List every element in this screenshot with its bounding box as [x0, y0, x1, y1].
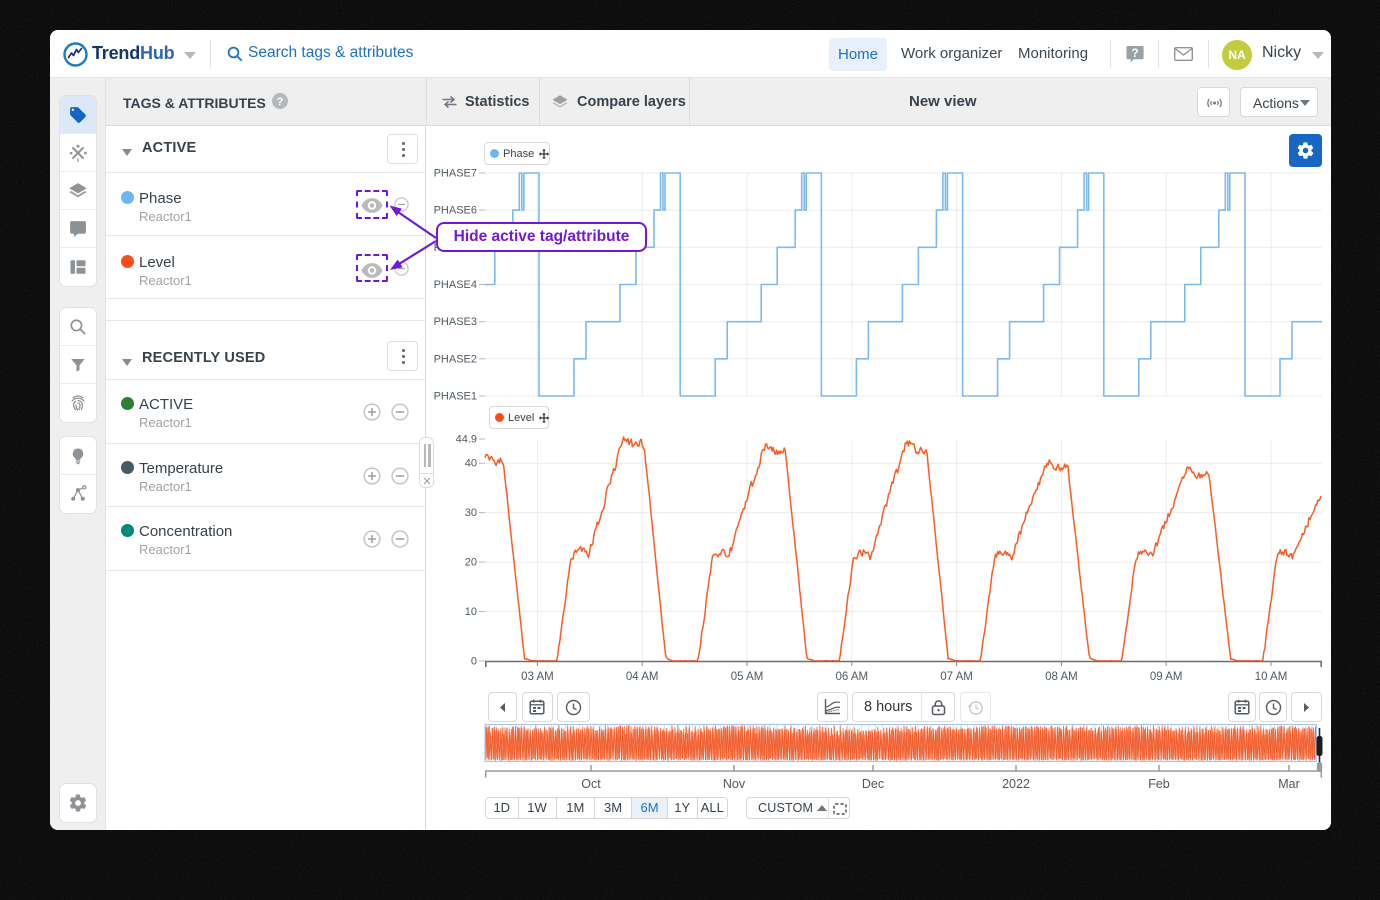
svg-text:PHASE7: PHASE7 — [434, 168, 477, 180]
svg-text:09 AM: 09 AM — [1150, 671, 1183, 683]
svg-text:04 AM: 04 AM — [626, 671, 659, 683]
svg-text:20: 20 — [465, 557, 477, 569]
svg-text:40: 40 — [465, 458, 477, 470]
svg-text:30: 30 — [465, 507, 477, 519]
svg-text:Feb: Feb — [1148, 777, 1170, 791]
svg-text:PHASE3: PHASE3 — [434, 316, 477, 328]
svg-text:PHASE1: PHASE1 — [434, 391, 477, 403]
svg-text:05 AM: 05 AM — [731, 671, 764, 683]
svg-text:?: ? — [1131, 48, 1138, 60]
svg-text:PHASE4: PHASE4 — [434, 279, 477, 291]
svg-text:?: ? — [277, 96, 284, 108]
svg-text:44.9: 44.9 — [456, 434, 477, 446]
svg-text:Dec: Dec — [862, 777, 884, 791]
svg-text:Oct: Oct — [581, 777, 601, 791]
svg-text:06 AM: 06 AM — [835, 671, 868, 683]
svg-text:Mar: Mar — [1278, 777, 1300, 791]
svg-text:08 AM: 08 AM — [1045, 671, 1078, 683]
svg-text:PHASE6: PHASE6 — [434, 205, 477, 217]
svg-text:PHASE2: PHASE2 — [434, 353, 477, 365]
svg-text:10: 10 — [465, 606, 477, 618]
svg-text:07 AM: 07 AM — [940, 671, 973, 683]
svg-text:2022: 2022 — [1002, 777, 1030, 791]
svg-text:0: 0 — [471, 656, 477, 668]
svg-text:10 AM: 10 AM — [1255, 671, 1288, 683]
svg-text:03 AM: 03 AM — [521, 671, 554, 683]
svg-text:Nov: Nov — [723, 777, 746, 791]
